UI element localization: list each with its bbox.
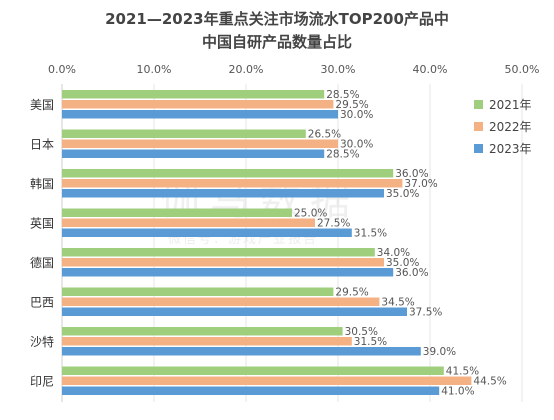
bar <box>62 90 325 99</box>
data-label: 31.5% <box>354 228 387 240</box>
data-label: 35.0% <box>386 188 419 200</box>
data-label: 30.5% <box>345 326 378 338</box>
data-label: 35.0% <box>386 257 419 269</box>
chart-title-line2: 中国自研产品数量占比 <box>201 33 352 51</box>
data-label: 36.0% <box>395 168 428 180</box>
data-label: 39.0% <box>423 346 456 358</box>
data-label: 27.5% <box>317 218 350 230</box>
bar <box>62 327 343 336</box>
x-tick-label: 0.0% <box>48 63 76 76</box>
bar <box>62 218 315 227</box>
category-label: 英国 <box>30 217 54 231</box>
bar <box>62 248 375 257</box>
category-label: 韩国 <box>30 176 54 191</box>
data-label: 31.5% <box>354 336 387 348</box>
data-label: 34.0% <box>377 247 410 259</box>
x-tick-label: 10.0% <box>137 63 172 76</box>
category-label: 美国 <box>30 98 54 112</box>
x-tick-label: 20.0% <box>229 63 264 76</box>
data-label: 26.5% <box>308 129 341 141</box>
legend-label: 2022年 <box>489 120 532 134</box>
legend-swatch <box>474 144 483 153</box>
bar <box>62 307 407 316</box>
bar <box>62 169 394 178</box>
legend-label: 2021年 <box>489 98 532 112</box>
data-label: 25.0% <box>294 208 327 220</box>
data-label: 37.0% <box>404 178 437 190</box>
legend-swatch <box>474 100 483 109</box>
bar <box>62 228 352 237</box>
bar <box>62 268 394 277</box>
data-label: 28.5% <box>326 89 359 101</box>
x-tick-label: 30.0% <box>321 63 356 76</box>
data-label: 29.5% <box>335 287 368 299</box>
category-label: 巴西 <box>30 296 54 310</box>
chart-title-line1: 2021—2023年重点关注市场流水TOP200产品中 <box>105 10 449 28</box>
bar <box>62 129 306 138</box>
bar <box>62 100 334 109</box>
legend-label: 2023年 <box>489 142 532 156</box>
category-label: 德国 <box>30 255 54 270</box>
data-label: 37.5% <box>409 307 442 319</box>
category-label: 沙特 <box>30 334 54 349</box>
bar <box>62 297 380 306</box>
category-label: 日本 <box>30 138 54 152</box>
bar <box>62 110 338 119</box>
bar <box>62 366 444 375</box>
bar <box>62 258 384 267</box>
bar <box>62 376 472 385</box>
data-label: 30.0% <box>340 109 373 121</box>
data-label: 30.0% <box>340 139 373 151</box>
bar <box>62 337 352 346</box>
bar <box>62 149 325 158</box>
legend-swatch <box>474 122 483 131</box>
data-label: 36.0% <box>395 267 428 279</box>
x-tick-label: 50.0% <box>505 63 540 76</box>
bar <box>62 189 384 198</box>
data-label: 28.5% <box>326 149 359 161</box>
bar <box>62 179 403 188</box>
bar <box>62 386 440 395</box>
bar <box>62 139 338 148</box>
x-tick-label: 40.0% <box>413 63 448 76</box>
bar <box>62 347 421 356</box>
data-label: 29.5% <box>335 99 368 111</box>
data-label: 41.0% <box>441 386 474 398</box>
bar <box>62 208 292 217</box>
bar <box>62 287 334 296</box>
category-label: 印尼 <box>30 375 54 389</box>
data-label: 44.5% <box>473 376 506 388</box>
data-label: 34.5% <box>381 297 414 309</box>
data-label: 41.5% <box>446 366 479 378</box>
